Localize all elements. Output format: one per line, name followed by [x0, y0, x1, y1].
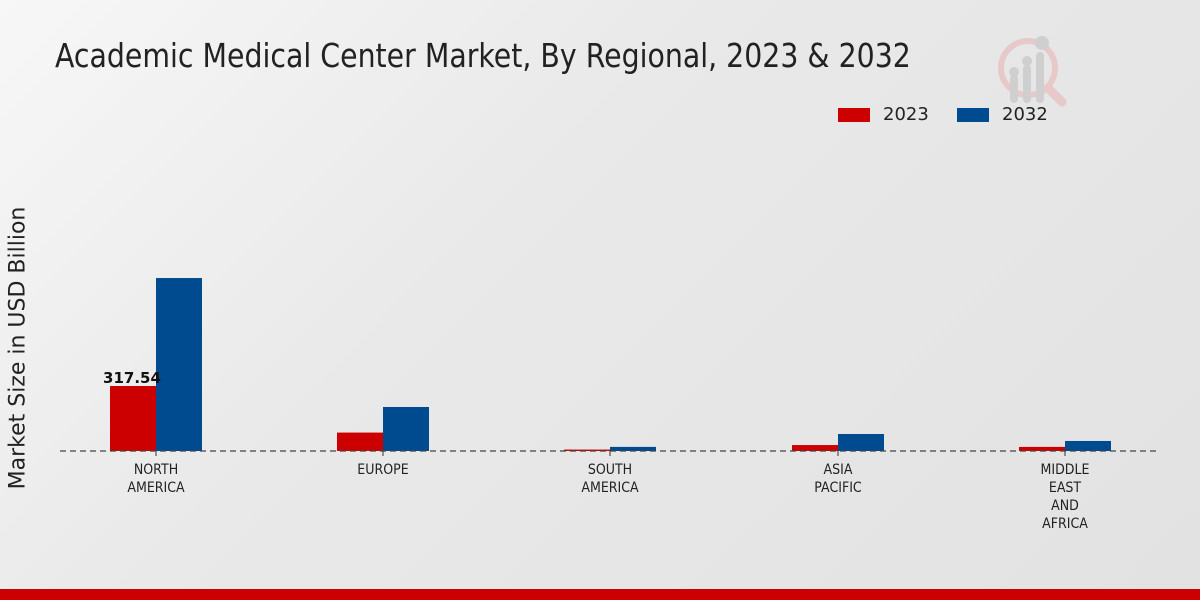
x-tick-label: ASIA PACIFIC: [814, 462, 862, 496]
x-tick-label: NORTH AMERICA: [127, 462, 185, 496]
legend-swatch-2023: [838, 107, 870, 122]
bar-2032-1: [383, 406, 429, 451]
bar-2023-2: [564, 449, 610, 451]
bar-2023-3: [792, 445, 838, 451]
footer-bar: [0, 589, 1200, 600]
legend-label-2023: 2023: [883, 104, 929, 125]
watermark-logo-icon: [998, 36, 1067, 107]
x-tick-label: MIDDLE EAST AND AFRICA: [1040, 462, 1090, 532]
bar-2023-0: [110, 386, 156, 451]
bar-2023-1: [337, 432, 383, 451]
x-tick-label: SOUTH AMERICA: [581, 462, 639, 496]
bar-2032-2: [610, 446, 656, 451]
x-tick-label: EUROPE: [357, 462, 409, 478]
bar-2032-0: [156, 278, 202, 451]
chart-title: Academic Medical Center Market, By Regio…: [55, 36, 911, 75]
data-label: 317.54: [103, 369, 161, 387]
legend-swatch-2032: [957, 107, 989, 122]
legend-item-2023: 2023: [838, 104, 929, 125]
bar-2032-3: [838, 434, 884, 451]
bar-2023-4: [1019, 446, 1065, 451]
legend-item-2032: 2032: [957, 104, 1048, 125]
legend-label-2032: 2032: [1002, 104, 1048, 125]
bar-2032-4: [1065, 440, 1111, 451]
